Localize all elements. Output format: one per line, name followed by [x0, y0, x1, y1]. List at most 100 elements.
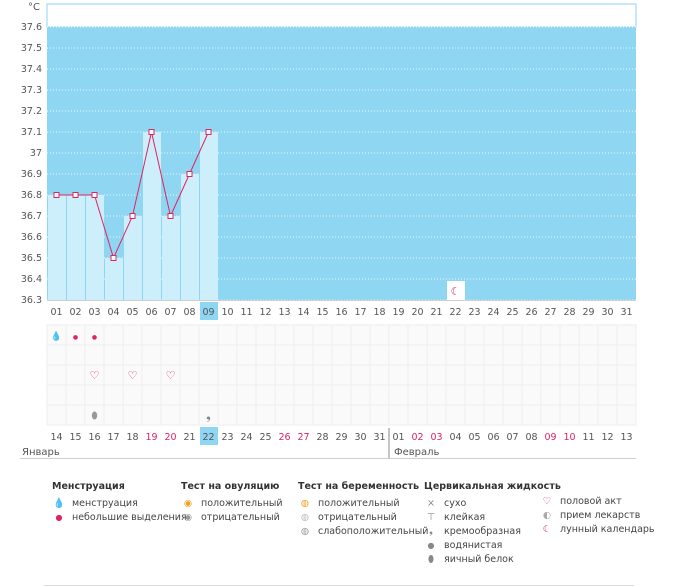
- grid-cell: [331, 324, 352, 346]
- grid-cell: [521, 324, 542, 346]
- grid-cell: [388, 364, 409, 386]
- grid-cell: [578, 344, 599, 366]
- calendar-date-label: 05: [468, 432, 480, 443]
- grid-cell: [597, 404, 618, 426]
- current-day-highlight: [200, 302, 218, 320]
- cycle-day-label: 28: [563, 307, 575, 318]
- calendar-date-label: 10: [563, 432, 575, 443]
- grid-cell: [179, 344, 200, 366]
- bbt-chart: °C 37.6 37.5 37.4 37.3 37.2 37.1 37 36.9 36.8 36.7…: [20, 2, 637, 459]
- temp-bar: [162, 216, 180, 300]
- grid-cell: [426, 344, 447, 366]
- cycle-day-label: 26: [525, 307, 537, 318]
- grid-cell: [388, 324, 409, 346]
- grid-cell: [578, 384, 599, 406]
- dry-icon: ×: [427, 498, 435, 509]
- grid-cell: [103, 344, 124, 366]
- light-drop-icon: ●: [55, 513, 63, 522]
- heart-icon: ♡: [166, 369, 176, 382]
- grid-cell: [502, 344, 523, 366]
- grid-cell: [46, 364, 67, 386]
- grid-cell: [179, 384, 200, 406]
- grid-cell: [236, 344, 257, 366]
- grid-cell: [407, 364, 428, 386]
- grid-cell: [464, 404, 485, 426]
- grid-cell: [122, 384, 143, 406]
- grid-cell: [141, 404, 162, 426]
- temp-point: [205, 129, 212, 135]
- current-date-highlight: [200, 427, 218, 445]
- grid-cell: [578, 364, 599, 386]
- grid-cell: [426, 364, 447, 386]
- menstruation-icon: 💧: [51, 330, 62, 342]
- grid-cell: [179, 404, 200, 426]
- grid-cell: [293, 344, 314, 366]
- calendar-date-label: 18: [126, 432, 138, 443]
- cycle-day-label: 29: [582, 307, 594, 318]
- calendar-date-label: 14: [50, 432, 62, 443]
- temp-bar: [48, 195, 66, 300]
- calendar-date-label: 17: [107, 432, 119, 443]
- grid-cell: [236, 324, 257, 346]
- y-tick-label: 37.4: [21, 64, 42, 75]
- temp-bar: [67, 195, 85, 300]
- grid-cell: [179, 364, 200, 386]
- calendar-date-label: 11: [582, 432, 594, 443]
- grid-cell: [407, 344, 428, 366]
- grid-cell: [217, 344, 238, 366]
- cycle-day-label: 01: [50, 307, 62, 318]
- calendar-date-label: 01: [392, 432, 404, 443]
- y-tick-label: 36.8: [21, 190, 42, 201]
- grid-cell: [255, 404, 276, 426]
- grid-cell: [103, 324, 124, 346]
- calendar-date-label: 13: [620, 432, 632, 443]
- legend-moon: лунный календарь: [560, 524, 655, 535]
- grid-cell: [388, 344, 409, 366]
- y-tick-label: 37.1: [21, 127, 42, 138]
- grid-cell: [103, 384, 124, 406]
- temp-bar: [124, 216, 142, 300]
- temp-bar: [105, 258, 123, 300]
- sticky-icon: ⊤: [426, 512, 436, 523]
- cycle-day-label: 12: [259, 307, 271, 318]
- grid-cell: [331, 404, 352, 426]
- unit-label: °C: [28, 2, 40, 13]
- legend-fluid-watery: водянистая: [444, 540, 503, 551]
- cycle-day-label: 02: [69, 307, 81, 318]
- cycle-day-label: 31: [620, 307, 632, 318]
- grid-cell: [312, 344, 333, 366]
- legend-fluid-title: Цервикальная жидкость: [424, 481, 561, 492]
- grid-cell: [160, 324, 181, 346]
- calendar-date-label: 02: [411, 432, 423, 443]
- grid-cell: [521, 404, 542, 426]
- grid-cell: [388, 404, 409, 426]
- legend-fluid-sticky: клейкая: [444, 512, 486, 523]
- bottom-divider: [44, 585, 634, 586]
- grid-cell: [369, 344, 390, 366]
- legend-fluid-eggwhite: яичный белок: [444, 554, 514, 565]
- creamy-icon: ❟: [206, 408, 211, 422]
- grid-cell: [103, 364, 124, 386]
- grid-cell: [483, 364, 504, 386]
- grid-cell: [122, 324, 143, 346]
- grid-cell: [502, 404, 523, 426]
- heart-icon: ♡: [90, 369, 100, 382]
- grid-cell: [464, 384, 485, 406]
- grid-cell: [331, 384, 352, 406]
- pregnancy-weak-icon: ◍: [300, 526, 310, 537]
- calendar-date-label: 22: [202, 432, 214, 443]
- cycle-day-label: 18: [373, 307, 385, 318]
- grid-cell: [274, 404, 295, 426]
- y-tick-label: 36.9: [21, 169, 42, 180]
- temp-bar: [200, 132, 218, 300]
- grid-cell: [540, 364, 561, 386]
- cycle-day-label: 05: [126, 307, 138, 318]
- grid-cell: [445, 404, 466, 426]
- grid-cell: [407, 384, 428, 406]
- legend-ovulation-positive: положительный: [201, 498, 283, 509]
- grid-cell: [540, 324, 561, 346]
- grid-cell: [369, 324, 390, 346]
- grid-cell: [559, 384, 580, 406]
- grid-cell: [616, 344, 637, 366]
- temp-point: [110, 255, 117, 261]
